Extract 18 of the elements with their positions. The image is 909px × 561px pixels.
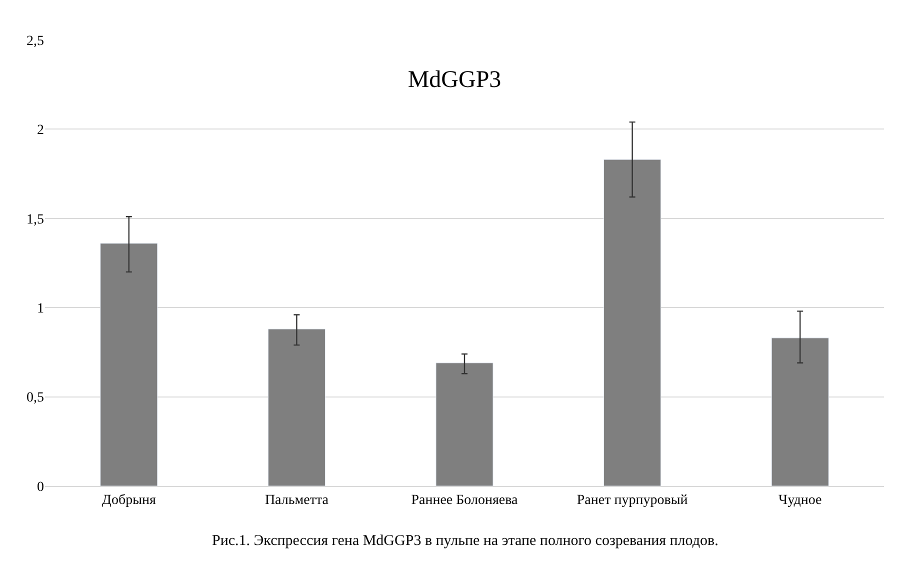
bar <box>100 243 158 486</box>
text: MdGGP3 <box>408 66 502 93</box>
y-tick-label: 1 <box>37 302 44 316</box>
y-tick-label: 2,5 <box>26 34 44 49</box>
x-tick-label: Чудное <box>778 492 822 508</box>
bar <box>436 362 494 486</box>
y-tick-label: 0 <box>37 480 44 495</box>
x-tick-label: Ранет пурпуровый <box>576 492 688 508</box>
x-tick-label: Раннее Болоняева <box>411 492 519 508</box>
y-tick-label: 0,5 <box>26 390 44 406</box>
x-tick-label: Добрыня <box>102 492 156 508</box>
y-tick-label: 1,5 <box>26 212 44 228</box>
x-tick-label: Пальметта <box>264 492 330 508</box>
bar <box>771 338 829 486</box>
bar <box>268 328 326 486</box>
bar <box>604 159 662 486</box>
text: Рис.1. Экспрессия гена MdGGP3 в пульпе на этапе полного созревания плодов. <box>212 533 718 549</box>
y-tick-label: 2 <box>37 123 44 138</box>
